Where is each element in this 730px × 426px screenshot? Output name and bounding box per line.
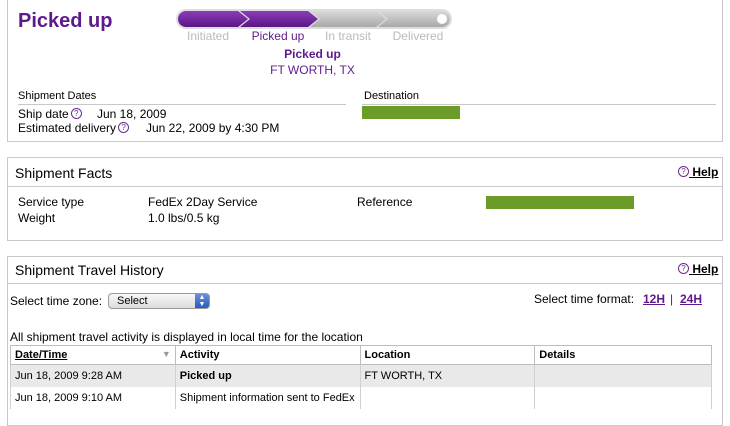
service-type-value: FedEx 2Day Service: [148, 195, 258, 209]
current-location: FT WORTH, TX: [270, 63, 355, 77]
column-header-location: Location: [359, 345, 536, 365]
history-title-divider: [8, 283, 722, 284]
question-icon: ?: [678, 166, 689, 177]
question-icon[interactable]: ?: [118, 122, 130, 133]
row-activity: Picked up: [174, 364, 361, 387]
facts-help-link[interactable]: ? Help: [676, 165, 718, 179]
table-header-row: Date/Time ▼ Activity Location Details: [10, 345, 712, 365]
history-help-label: Help: [692, 262, 719, 276]
column-header-activity: Activity: [174, 345, 361, 365]
time-format-label: Select time format:: [534, 292, 635, 306]
progress-step-in-transit: [310, 11, 386, 27]
select-arrows-icon: ▲ ▼: [195, 294, 209, 308]
travel-history-title: Shipment Travel History: [15, 262, 164, 278]
question-icon: ?: [678, 263, 689, 274]
shipment-dates-heading: Shipment Dates: [18, 90, 97, 102]
row-location: FT WORTH, TX: [359, 364, 536, 387]
step-label-delivered: Delivered: [392, 29, 444, 43]
timezone-select-value: Select: [117, 295, 148, 307]
step-label-picked-up: Picked up: [251, 29, 305, 43]
sort-arrow-icon[interactable]: ▼: [161, 349, 171, 359]
step-label-initiated: Initiated: [186, 29, 230, 43]
column-header-datetime[interactable]: Date/Time ▼: [10, 345, 176, 365]
row-details: [534, 364, 712, 387]
timezone-select[interactable]: Select ▲ ▼: [108, 293, 210, 309]
column-header-datetime-label: Date/Time: [15, 349, 68, 361]
time-format-12h-link[interactable]: 12H: [643, 292, 666, 306]
table-row: Jun 18, 2009 9:28 AM Picked up FT WORTH,…: [10, 364, 712, 387]
row-details: [534, 387, 712, 409]
ship-date-label: Ship date: [18, 107, 69, 121]
est-delivery-label: Estimated delivery: [18, 121, 117, 135]
facts-help-label: Help: [692, 165, 719, 179]
progress-step-delivered: [378, 11, 450, 27]
destination-divider: [362, 104, 716, 105]
table-row: Jun 18, 2009 9:10 AM Shipment informatio…: [10, 387, 712, 409]
ship-date-value: Jun 18, 2009: [97, 107, 167, 121]
row-activity: Shipment information sent to FedEx: [174, 387, 361, 409]
history-help-link[interactable]: ? Help: [676, 262, 718, 276]
time-format-24h-link[interactable]: 24H: [680, 292, 703, 306]
reference-label: Reference: [357, 195, 413, 209]
row-datetime: Jun 18, 2009 9:10 AM: [10, 387, 176, 409]
progress-tracker: [176, 9, 452, 29]
current-status: Picked up: [284, 47, 341, 61]
destination-redacted: [362, 106, 460, 119]
question-icon[interactable]: ?: [70, 108, 82, 119]
weight-label: Weight: [18, 211, 56, 225]
reference-redacted: [486, 196, 634, 209]
timezone-label: Select time zone:: [10, 294, 103, 308]
weight-value: 1.0 lbs/0.5 kg: [148, 211, 220, 225]
facts-title-divider: [8, 186, 722, 187]
service-type-label: Service type: [18, 195, 85, 209]
progress-step-initiated: [178, 11, 248, 27]
local-time-note: All shipment travel activity is displaye…: [10, 330, 363, 344]
ship-date-row: Ship date?: [18, 107, 82, 121]
column-header-details: Details: [534, 345, 712, 365]
row-datetime: Jun 18, 2009 9:28 AM: [10, 364, 176, 387]
dates-divider: [18, 104, 346, 105]
progress-step-picked-up: [240, 11, 318, 27]
est-delivery-value: Jun 22, 2009 by 4:30 PM: [146, 121, 280, 135]
row-location: [359, 387, 536, 409]
status-title: Picked up: [18, 10, 113, 32]
time-format-separator: |: [670, 292, 674, 306]
destination-heading: Destination: [364, 90, 420, 102]
travel-history-table: Date/Time ▼ Activity Location Details Ju…: [10, 345, 712, 409]
shipment-facts-title: Shipment Facts: [15, 165, 113, 181]
est-delivery-row: Estimated delivery?: [18, 121, 130, 135]
step-label-in-transit: In transit: [324, 29, 372, 43]
